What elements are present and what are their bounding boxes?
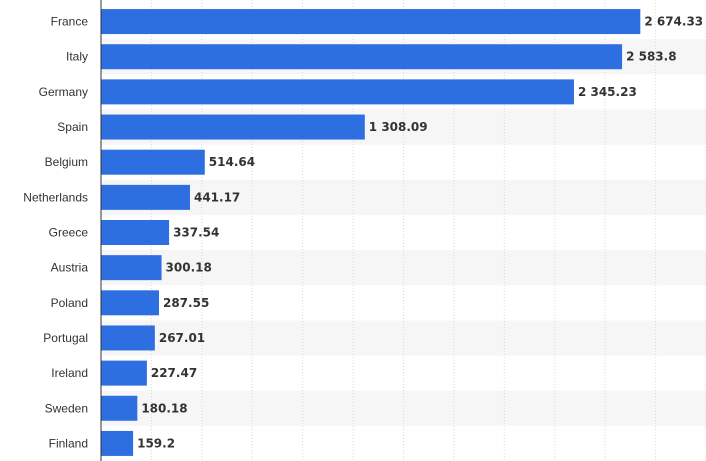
value-label: 441.17 — [194, 190, 240, 204]
category-label: Greece — [49, 226, 89, 240]
value-label: 514.64 — [209, 155, 255, 169]
bar-poland — [101, 290, 159, 316]
category-label: Germany — [39, 85, 88, 99]
category-label: Portugal — [43, 331, 88, 345]
category-label: France — [51, 15, 89, 29]
bar-portugal — [101, 325, 155, 351]
row-band — [101, 179, 706, 215]
value-label: 2 674.33 — [644, 15, 703, 29]
value-label: 2 583.8 — [626, 50, 676, 64]
category-label: Italy — [66, 50, 88, 64]
category-label: Sweden — [45, 401, 88, 415]
value-label: 337.54 — [173, 226, 219, 240]
bar-greece — [101, 220, 170, 245]
category-label: Finland — [49, 436, 88, 450]
bar-spain — [101, 114, 365, 140]
bar-belgium — [101, 149, 205, 175]
bar-italy — [101, 44, 623, 70]
value-label: 267.01 — [159, 331, 205, 345]
row-band — [101, 320, 706, 356]
value-label: 159.2 — [137, 436, 175, 450]
bars — [101, 9, 641, 456]
category-labels: France Italy Germany Spain Belgium Netherland… — [23, 15, 88, 451]
value-label: 287.55 — [163, 296, 209, 310]
bar-france — [101, 9, 641, 35]
bar-ireland — [101, 360, 147, 386]
bar-netherlands — [101, 184, 190, 210]
bar-finland — [101, 430, 134, 456]
value-label: 1 308.09 — [369, 120, 428, 134]
value-labels: 2 674.33 2 583.8 2 345.23 1 308.09 514.64 441… — [137, 15, 703, 451]
category-label: Austria — [51, 261, 89, 275]
category-label: Ireland — [51, 366, 88, 380]
category-label: Netherlands — [23, 190, 88, 204]
category-label: Spain — [57, 120, 88, 134]
bar-austria — [101, 255, 162, 281]
value-label: 180.18 — [141, 401, 187, 415]
value-label: 300.18 — [166, 261, 212, 275]
value-label: 227.47 — [151, 366, 197, 380]
category-label: Poland — [51, 296, 88, 310]
bar-germany — [101, 79, 574, 105]
value-label: 2 345.23 — [578, 85, 637, 99]
category-label: Belgium — [45, 155, 88, 169]
gridlines — [150, 0, 706, 461]
bar-sweden — [101, 395, 138, 421]
